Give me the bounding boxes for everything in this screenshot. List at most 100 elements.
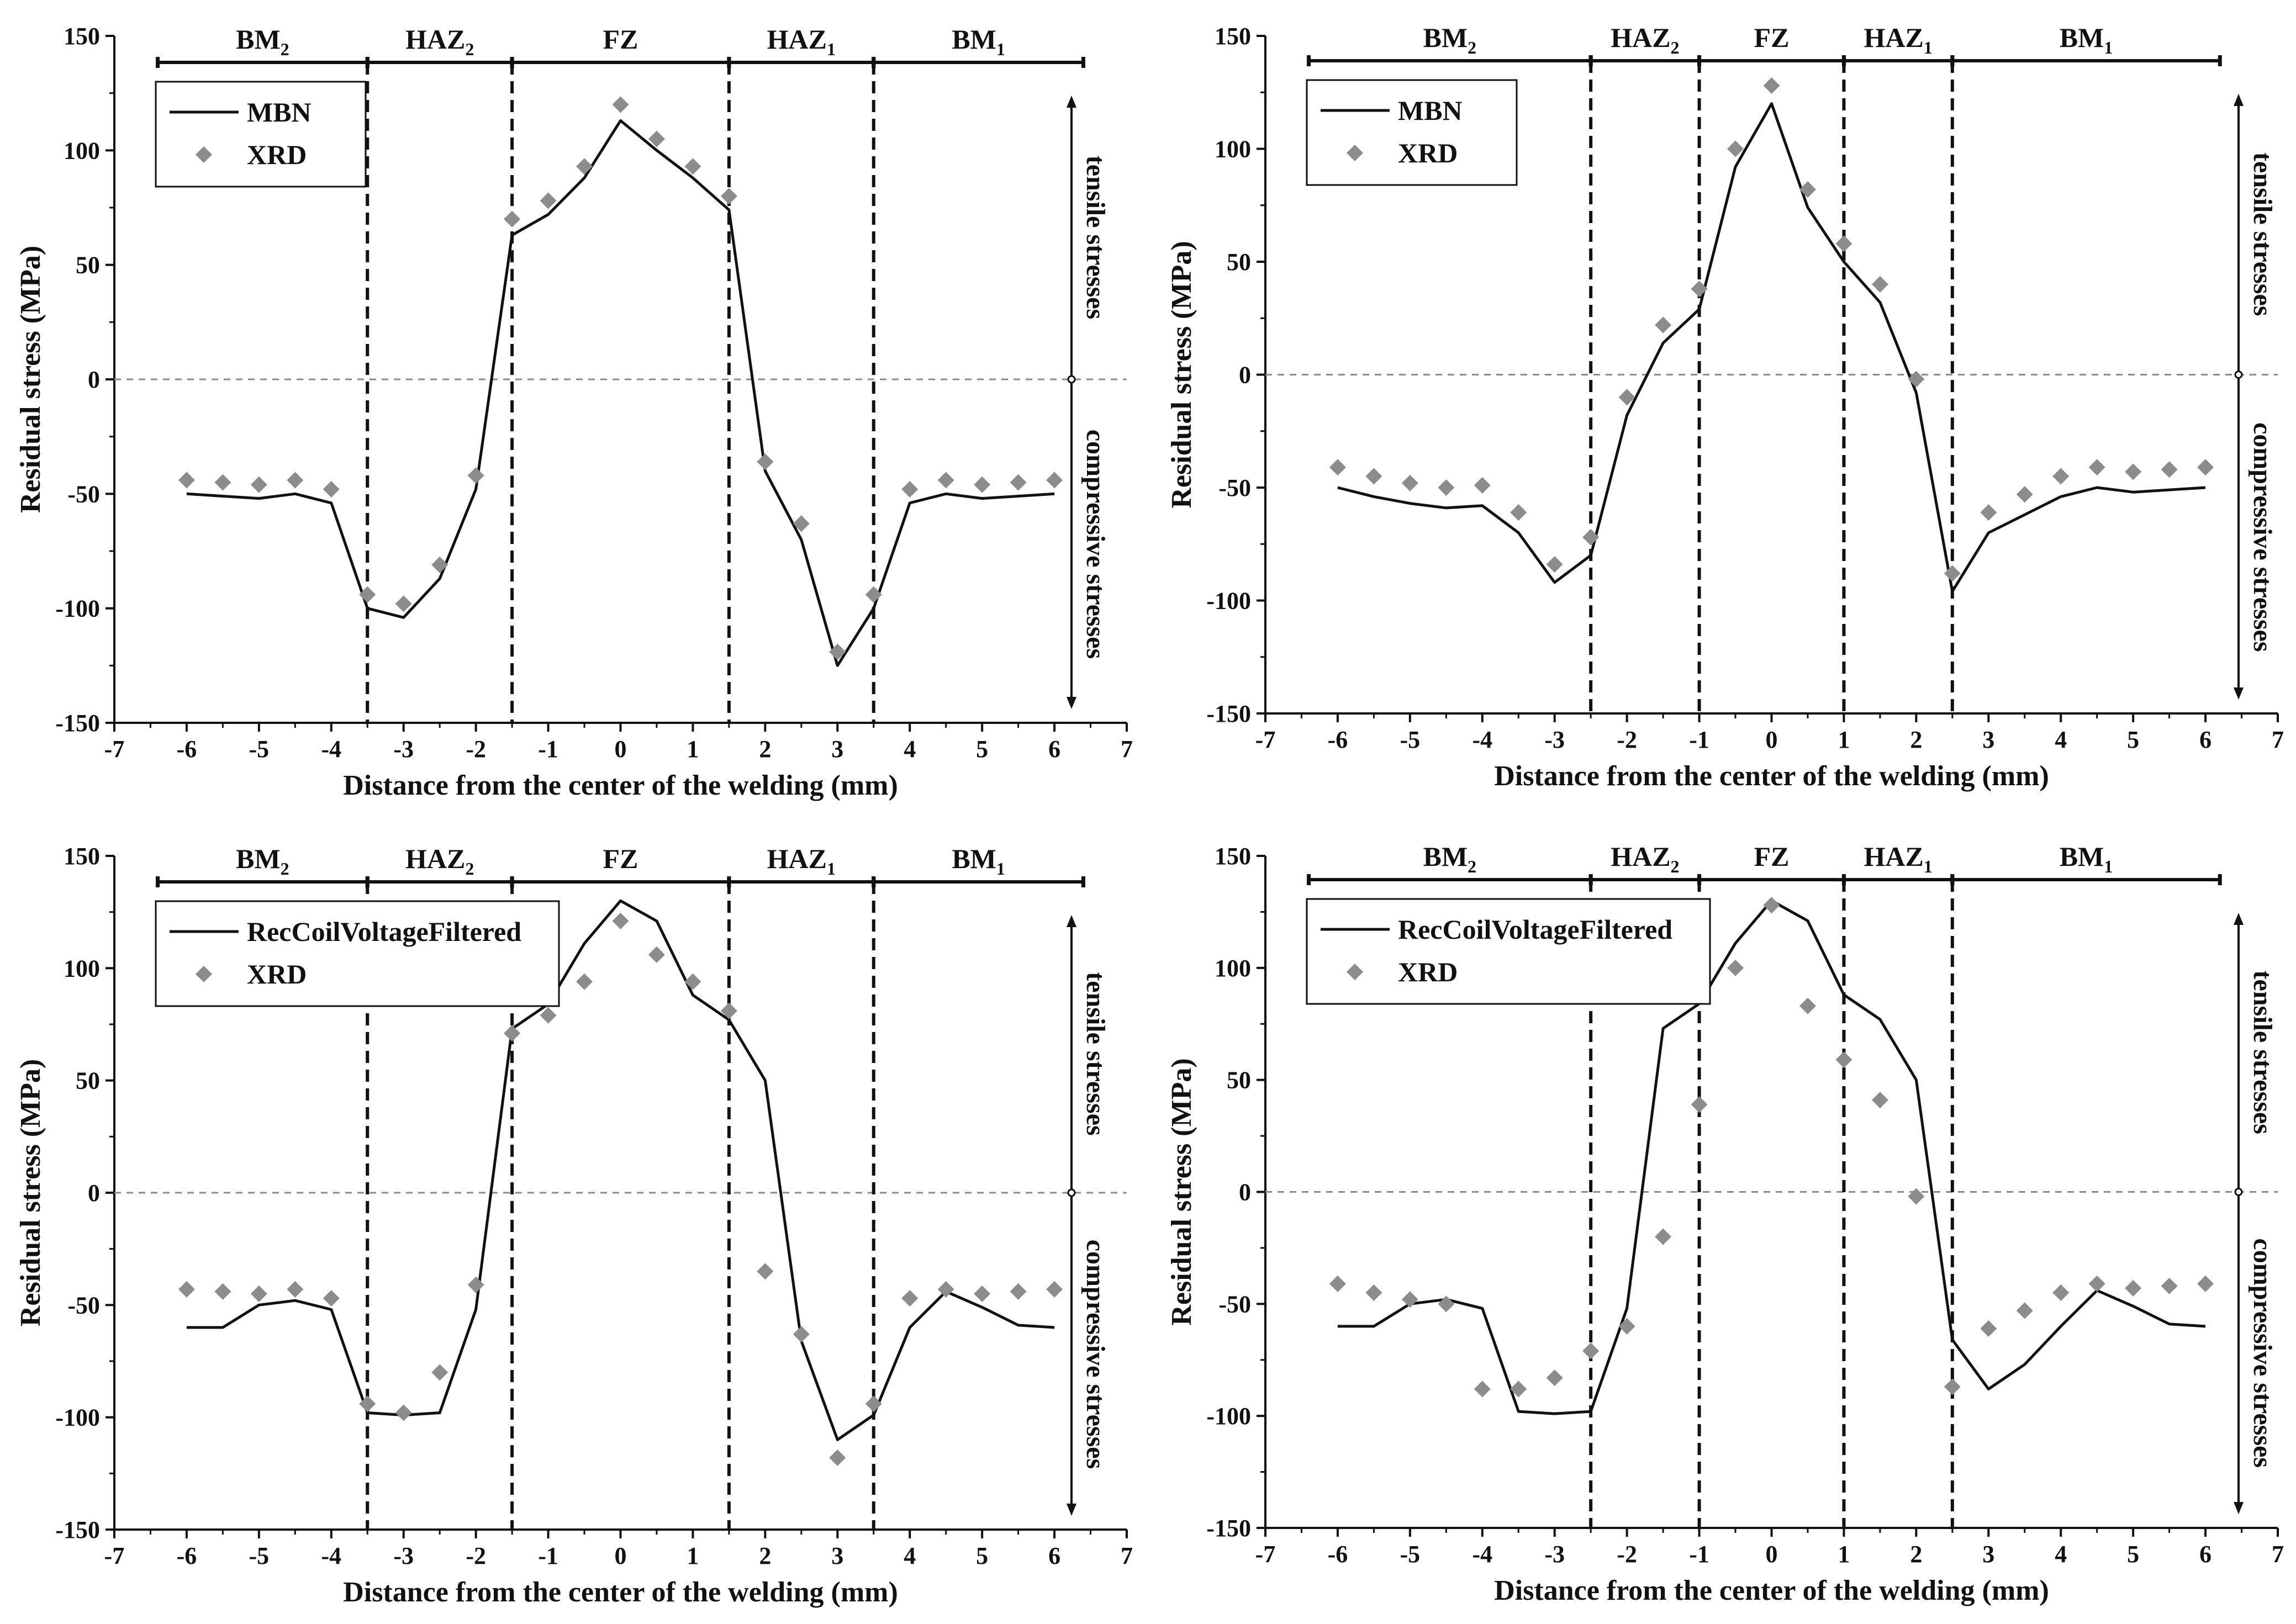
xrd-marker xyxy=(1329,459,1346,476)
xrd-marker xyxy=(1510,504,1527,521)
zone-label-subscript: 1 xyxy=(1924,38,1933,57)
zone-label: HAZ1 xyxy=(1864,841,1932,876)
xrd-marker xyxy=(395,595,412,612)
xrd-marker xyxy=(1582,528,1600,546)
legend-entry-xrd: XRD xyxy=(1398,956,1458,987)
compressive-stresses-label: compressive stresses xyxy=(2248,422,2277,652)
xrd-marker xyxy=(1944,565,1961,582)
x-tick-label: 2 xyxy=(1910,726,1922,753)
xrd-marker xyxy=(1835,235,1852,252)
xrd-marker xyxy=(1365,468,1382,485)
x-tick-label: -6 xyxy=(1328,726,1348,753)
xrd-marker xyxy=(178,472,195,489)
xrd-marker xyxy=(1510,1380,1527,1398)
x-tick-label: -6 xyxy=(177,736,197,763)
xrd-marker xyxy=(178,1281,195,1298)
y-tick-label: 0 xyxy=(88,1179,100,1207)
y-tick-label: -100 xyxy=(1206,1403,1251,1430)
zone-label: BM1 xyxy=(952,24,1005,59)
x-tick-label: 5 xyxy=(976,1542,988,1569)
x-tick-label: -6 xyxy=(1328,1541,1348,1568)
x-tick-label: 3 xyxy=(831,1542,843,1569)
xrd-marker xyxy=(1438,1295,1455,1313)
chart-panel-2: -7 -6 -5 -4 -3 -2 -1 0 1 2 3 4 5 6 7 -150 -100 -50 0 50 100 1… xyxy=(1166,22,2284,792)
legend-box xyxy=(1306,898,1711,1005)
xrd-marker xyxy=(1944,1378,1961,1395)
zone-label-subscript: 1 xyxy=(2104,856,2113,876)
x-tick-label: -4 xyxy=(1472,1541,1492,1568)
y-tick-label: 100 xyxy=(1215,136,1251,163)
x-tick-label: 5 xyxy=(2127,726,2139,753)
zone-label: BM1 xyxy=(952,843,1005,879)
zone-label-subscript: 1 xyxy=(2104,38,2113,57)
xrd-marker xyxy=(612,912,629,929)
xrd-marker xyxy=(974,476,991,493)
zone-label: BM2 xyxy=(1423,841,1477,876)
y-tick-label: 50 xyxy=(1227,1067,1251,1094)
x-tick-label: 1 xyxy=(687,1542,699,1569)
x-tick-label: 5 xyxy=(976,736,988,763)
xrd-marker xyxy=(1727,140,1744,157)
x-axis-label: Distance from the center of the welding … xyxy=(1494,1575,2049,1606)
x-tick-label: 6 xyxy=(1048,1542,1060,1569)
xrd-marker xyxy=(1401,474,1418,491)
zone-label: BM1 xyxy=(2060,22,2113,57)
xrd-marker xyxy=(865,586,882,603)
zone-label-subscript: 2 xyxy=(465,39,474,59)
zone-label: FZ xyxy=(603,843,638,874)
compressive-arrow-head xyxy=(1067,1504,1076,1516)
zone-label: HAZ1 xyxy=(767,843,836,879)
x-tick-label: -7 xyxy=(104,736,125,763)
chart-panel-3: -7 -6 -5 -4 -3 -2 -1 0 1 2 3 4 5 6 7 -150 -100 -50 0 50 100 1… xyxy=(15,843,1133,1608)
xrd-marker xyxy=(323,481,340,498)
xrd-marker xyxy=(250,476,267,493)
xrd-marker xyxy=(901,481,919,498)
y-tick-label: 100 xyxy=(64,955,100,982)
xrd-marker xyxy=(1365,1284,1382,1302)
zone-label-subscript: 1 xyxy=(996,859,1005,879)
x-tick-label: -5 xyxy=(1400,1541,1421,1568)
x-tick-label: 7 xyxy=(1121,1542,1133,1569)
y-tick-label: -100 xyxy=(1206,588,1251,615)
tensile-arrow-head xyxy=(2234,913,2244,925)
xrd-marker xyxy=(2161,1277,2178,1294)
xrd-marker xyxy=(214,474,231,491)
xrd-marker xyxy=(323,1290,340,1307)
xrd-marker xyxy=(720,188,737,205)
x-tick-label: 0 xyxy=(615,736,627,763)
xrd-marker xyxy=(2088,459,2105,476)
chart-panel-1: -7 -6 -5 -4 -3 -2 -1 0 1 2 3 4 5 6 7 -150 -100 -50 0 50 100 1… xyxy=(15,23,1133,801)
compressive-stresses-label: compressive stresses xyxy=(1081,1240,1110,1469)
x-tick-label: -4 xyxy=(321,1542,341,1569)
xrd-marker xyxy=(1546,1369,1563,1387)
x-tick-label: 0 xyxy=(1766,726,1778,753)
y-tick-label: 150 xyxy=(1215,23,1251,50)
x-tick-label: 6 xyxy=(1048,736,1060,763)
xrd-marker xyxy=(1329,1275,1346,1292)
arrow-origin xyxy=(1067,375,1076,384)
xrd-marker xyxy=(395,1404,412,1421)
zone-label-subscript: 2 xyxy=(1468,38,1476,57)
x-tick-label: -1 xyxy=(1689,726,1709,753)
tensile-stresses-label: tensile stresses xyxy=(1081,972,1110,1135)
y-tick-label: 150 xyxy=(64,23,100,50)
zone-label-subscript: 2 xyxy=(281,39,289,59)
xrd-marker xyxy=(214,1283,231,1300)
x-tick-label: -6 xyxy=(177,1542,197,1569)
xrd-marker xyxy=(1908,371,1925,388)
legend-marker-swatch xyxy=(196,146,212,163)
legend-entry-xrd: XRD xyxy=(247,959,307,990)
zone-label: FZ xyxy=(1754,22,1790,53)
xrd-marker xyxy=(1046,472,1063,489)
xrd-marker xyxy=(937,472,954,489)
x-tick-label: -4 xyxy=(1472,726,1492,753)
x-tick-label: -3 xyxy=(1544,1541,1565,1568)
x-tick-label: -1 xyxy=(538,1542,558,1569)
zone-label: HAZ2 xyxy=(405,843,474,879)
xrd-marker xyxy=(467,1276,484,1293)
zone-label-subscript: 1 xyxy=(1924,856,1933,876)
y-tick-label: -150 xyxy=(55,1516,100,1543)
tensile-arrow-head xyxy=(1067,915,1076,927)
tensile-arrow-head xyxy=(1067,96,1076,108)
